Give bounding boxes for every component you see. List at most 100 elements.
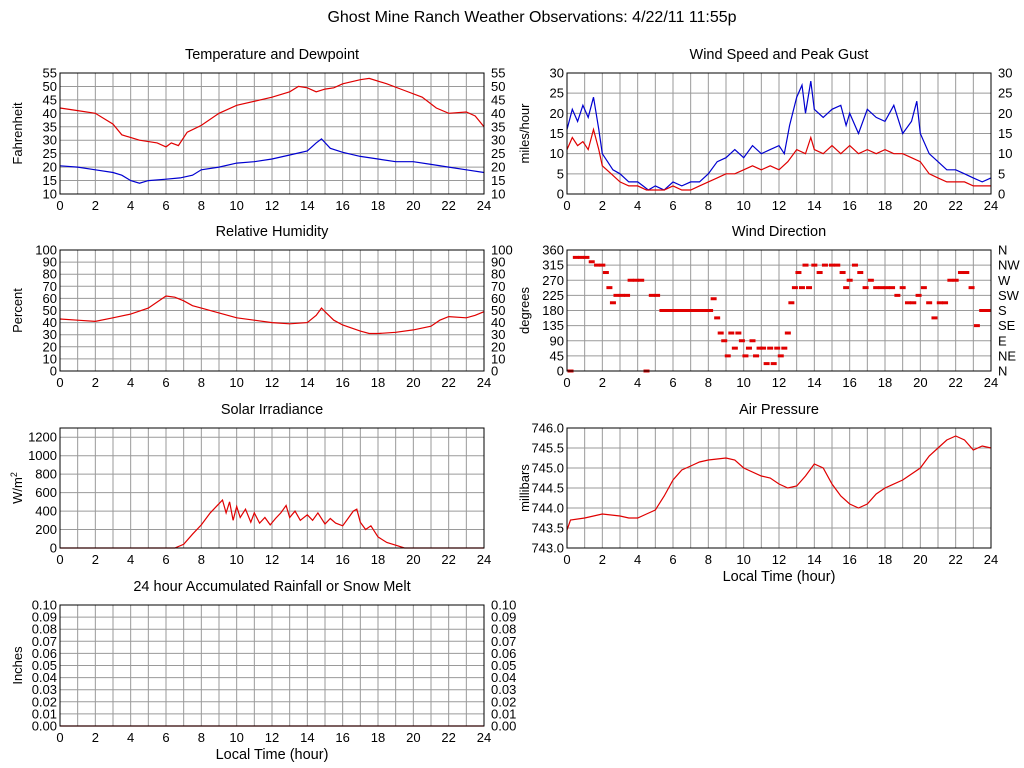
x-tick-label: 6 <box>669 552 676 567</box>
data-point <box>691 309 698 312</box>
y-tick-label: 25 <box>43 146 57 161</box>
rainfall-ylabel: Inches <box>10 646 25 685</box>
data-point <box>936 301 943 305</box>
data-point <box>680 309 687 312</box>
x-tick-label: 24 <box>984 198 998 213</box>
data-point <box>984 309 991 312</box>
right-tick-label: 70 <box>491 279 505 294</box>
solar-grid <box>59 428 485 549</box>
x-tick-label: 8 <box>198 730 205 745</box>
x-tick-label: 24 <box>984 552 998 567</box>
x-tick-label: 16 <box>842 198 856 213</box>
right-tick-label: 30 <box>491 133 505 148</box>
y-tick-label: 10 <box>550 146 564 161</box>
data-point <box>685 309 692 312</box>
y-tick-label: 45 <box>550 348 564 363</box>
ylabel-superscript: 2 <box>9 472 19 477</box>
x-tick-label: 20 <box>406 552 420 567</box>
y-tick-label: 80 <box>43 267 57 282</box>
x-tick-label: 14 <box>807 552 821 567</box>
data-point <box>942 301 949 305</box>
data-point <box>594 263 601 267</box>
x-tick-label: 20 <box>406 730 420 745</box>
humidity-frame <box>59 249 485 372</box>
right-tick-label: SE <box>998 318 1016 333</box>
temperature-ylabel: Fahrenheit <box>10 102 25 165</box>
wind-speed-title: Wind Speed and Peak Gust <box>690 47 869 63</box>
data-point <box>696 309 703 312</box>
data-point <box>788 301 795 305</box>
y-tick-label: 315 <box>542 258 564 273</box>
data-point <box>873 286 880 290</box>
x-tick-label: 0 <box>563 375 570 390</box>
x-tick-label: 12 <box>772 198 786 213</box>
y-tick-label: 70 <box>43 279 57 294</box>
x-tick-label: 12 <box>265 375 279 390</box>
y-tick-label: 0.09 <box>32 610 57 625</box>
right-tick-label: 40 <box>491 106 505 121</box>
data-point <box>791 286 798 290</box>
x-tick-label: 4 <box>634 198 641 213</box>
right-tick-label: 0.00 <box>491 719 516 734</box>
x-tick-label: 2 <box>92 730 99 745</box>
right-tick-label: 0.09 <box>491 610 516 625</box>
x-tick-label: 2 <box>92 375 99 390</box>
x-tick-label: 16 <box>335 198 349 213</box>
y-tick-label: 90 <box>550 333 564 348</box>
data-point <box>806 286 813 290</box>
solar-title: Solar Irradiance <box>221 402 323 418</box>
data-point <box>721 339 728 343</box>
x-tick-label: 14 <box>300 375 314 390</box>
y-tick-label: 30 <box>43 133 57 148</box>
data-point <box>857 271 864 275</box>
y-tick-label: 20 <box>43 339 57 354</box>
right-tick-label: 30 <box>491 327 505 342</box>
y-tick-label: 1200 <box>28 430 57 445</box>
y-tick-label: 744.0 <box>531 501 564 516</box>
temperature-series-line-0 <box>59 77 485 148</box>
x-tick-label: 20 <box>913 552 927 567</box>
data-point <box>632 278 639 282</box>
rainfall-chart: 24 hour Accumulated Rainfall or Snow Mel… <box>10 579 516 763</box>
right-tick-label: 20 <box>491 160 505 175</box>
pressure-title: Air Pressure <box>739 402 819 418</box>
x-tick-label: 20 <box>406 198 420 213</box>
data-point <box>802 263 809 267</box>
x-tick-label: 10 <box>229 730 243 745</box>
data-point <box>654 293 661 297</box>
y-tick-label: 55 <box>43 66 57 81</box>
x-tick-label: 4 <box>127 198 134 213</box>
x-tick-label: 2 <box>92 198 99 213</box>
x-tick-label: 16 <box>335 730 349 745</box>
wind-direction-ylabel: degrees <box>517 287 532 334</box>
wind-speed-chart: Wind Speed and Peak Gust0510152025300510… <box>517 47 1012 213</box>
y-tick-label: 0.03 <box>32 682 57 697</box>
data-point <box>904 301 911 305</box>
x-tick-label: 16 <box>842 375 856 390</box>
right-tick-label: 55 <box>491 66 505 81</box>
x-tick-label: 14 <box>300 198 314 213</box>
x-tick-label: 18 <box>878 552 892 567</box>
right-tick-label: 25 <box>998 86 1012 101</box>
right-tick-label: 90 <box>491 255 505 270</box>
x-tick-label: 12 <box>265 552 279 567</box>
right-tick-label: 40 <box>491 315 505 330</box>
data-point <box>717 331 724 335</box>
x-tick-label: 6 <box>162 198 169 213</box>
solar-frame <box>59 427 485 549</box>
data-point <box>763 362 770 366</box>
y-tick-label: 745.0 <box>531 461 564 476</box>
right-tick-label: 0.02 <box>491 694 516 709</box>
y-tick-label: 744.5 <box>531 481 564 496</box>
x-tick-label: 4 <box>127 730 134 745</box>
right-tick-label: 60 <box>491 291 505 306</box>
x-tick-label: 10 <box>736 375 750 390</box>
data-point <box>745 346 752 350</box>
x-tick-label: 16 <box>335 552 349 567</box>
x-tick-label: 24 <box>477 375 491 390</box>
x-tick-label: 0 <box>56 375 63 390</box>
data-point <box>834 263 841 267</box>
y-tick-label: 0 <box>557 364 564 379</box>
temperature-title: Temperature and Dewpoint <box>185 47 359 63</box>
